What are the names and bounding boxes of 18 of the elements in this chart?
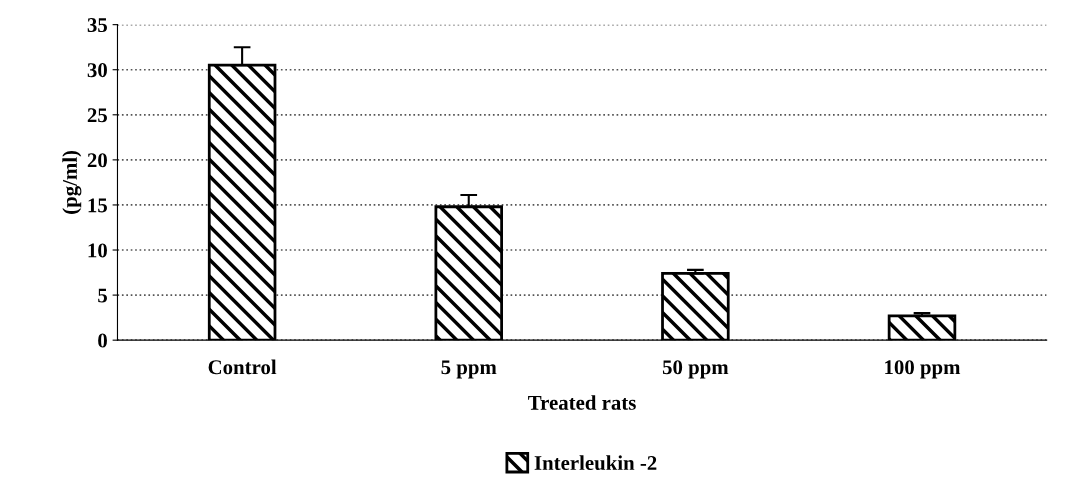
y-tick-label: 10	[88, 243, 107, 258]
y-axis-title: (pg/ml)	[62, 150, 82, 214]
y-tick-label: 0	[98, 333, 107, 348]
x-tick-label: 100 ppm	[885, 360, 961, 379]
y-tick-label: 5	[98, 288, 107, 303]
y-tick-label: 20	[87, 153, 107, 168]
bar	[661, 272, 730, 341]
y-tick-label: 30	[87, 63, 107, 78]
x-axis-title: Treated rats	[528, 395, 636, 410]
bar	[887, 314, 957, 341]
y-tick-label: 35	[87, 18, 107, 33]
y-tick-label: 15	[88, 198, 107, 213]
bar	[207, 63, 277, 341]
y-tick-label: 25	[87, 108, 107, 123]
x-tick-label: Control	[208, 359, 277, 375]
legend-label: Interleukin -2	[534, 455, 657, 471]
x-tick-label: 5 ppm	[441, 360, 497, 379]
x-tick-label: 50 ppm	[662, 360, 729, 379]
